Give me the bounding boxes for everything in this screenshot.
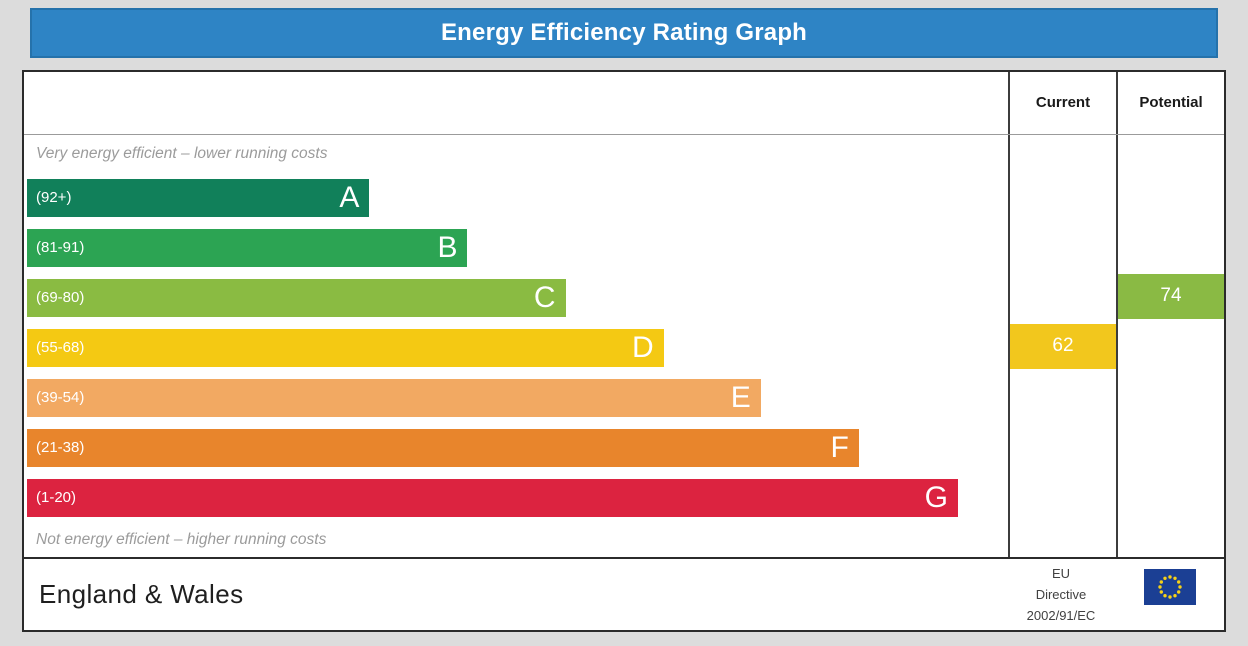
footer-row: England & Wales EU Directive 2002/91/EC [24, 556, 1224, 630]
current-column: 62 [1008, 134, 1116, 557]
band-letter: A [339, 180, 360, 214]
eu-directive-line: EU [1051, 565, 1071, 581]
eu-directive-line: 2002/91/EC [1026, 607, 1096, 623]
eu-flag-container [1116, 569, 1224, 619]
band-bar-b: (81-91) B [27, 228, 468, 267]
band-letter: G [924, 480, 948, 514]
rating-chart-body: Very energy efficient – lower running co… [24, 134, 1224, 557]
current-rating-marker: 62 [1010, 323, 1116, 369]
band-range-label: (21-38) [36, 439, 85, 457]
band-range-label: (55-68) [36, 339, 85, 357]
top-caption: Very energy efficient – lower running co… [36, 144, 328, 162]
band-bar-c: (69-80) C [27, 278, 566, 317]
band-letter: B [437, 230, 458, 264]
potential-column: 74 [1116, 134, 1224, 557]
epc-rating-panel: Current Potential Very energy efficient … [22, 70, 1226, 632]
eu-directive-line: Directive [1035, 586, 1087, 602]
band-letter: F [830, 430, 849, 464]
band-range-label: (81-91) [36, 239, 85, 257]
band-letter: E [730, 380, 751, 414]
band-letter: C [533, 280, 556, 314]
band-row-a: (92+) A [27, 173, 1008, 223]
current-column-header: Current [1008, 72, 1116, 134]
band-range-label: (92+) [36, 189, 72, 207]
band-row-d: (55-68) D [27, 323, 1008, 373]
eu-flag-icon [1144, 569, 1196, 606]
band-range-label: (39-54) [36, 389, 85, 407]
band-row-f: (21-38) F [27, 423, 1008, 473]
band-letter: D [631, 330, 654, 364]
band-bar-f: (21-38) F [27, 428, 859, 467]
region-label: England & Wales [39, 578, 244, 609]
band-bar-g: (1-20) G [27, 478, 958, 517]
band-bar-a: (92+) A [27, 178, 370, 217]
band-row-c: (69-80) C [27, 273, 1008, 323]
page-title: Energy Efficiency Rating Graph [30, 8, 1218, 58]
potential-column-header: Potential [1116, 72, 1224, 134]
band-row-g: (1-20) G [27, 473, 1008, 523]
band-range-label: (1-20) [36, 489, 77, 507]
column-header-row: Current Potential [24, 72, 1224, 135]
band-bar-d: (55-68) D [27, 328, 664, 367]
band-row-e: (39-54) E [27, 373, 1008, 423]
bottom-caption: Not energy efficient – higher running co… [36, 530, 327, 548]
band-bar-e: (39-54) E [27, 378, 761, 417]
band-row-b: (81-91) B [27, 223, 1008, 273]
eu-directive-label: EU Directive 2002/91/EC [1006, 563, 1116, 626]
rating-bands-chart: Very energy efficient – lower running co… [24, 135, 1008, 557]
potential-rating-marker: 74 [1118, 273, 1224, 319]
band-range-label: (69-80) [36, 289, 85, 307]
band-list: (92+) A (81-91) B (69-80) C (55-68) D (39-54) E (2… [24, 173, 1008, 523]
header-spacer [24, 72, 1008, 134]
